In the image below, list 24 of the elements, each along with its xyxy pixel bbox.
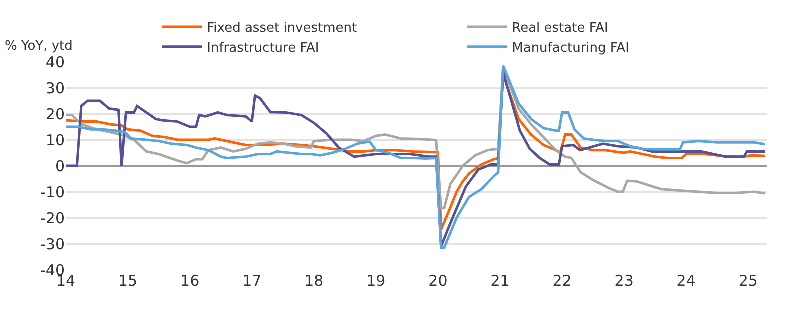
legend-label: Manufacturing FAI [512,40,630,56]
x-tick-label: 19 [366,272,386,290]
y-tick-label: 20 [46,105,65,124]
y-tick-label: -10 [40,183,65,202]
y-tick-label: -30 [40,235,65,254]
x-tick-label: 22 [552,272,572,290]
legend-label: Real estate FAI [512,21,608,36]
x-tick-label: 16 [180,272,200,290]
x-tick-label: 18 [304,272,324,290]
x-tick-label: 21 [490,272,510,290]
x-tick-label: 24 [676,272,696,290]
x-tick-label: 17 [242,272,262,290]
y-tick-label: 0 [55,157,65,176]
y-axis-title: % YoY, ytd [5,39,73,54]
y-tick-label: 30 [46,79,65,98]
y-tick-label: 10 [46,131,65,150]
y-tick-label: -20 [40,209,65,228]
x-tick-label: 25 [738,272,758,290]
x-tick-label: 15 [118,272,138,290]
legend-label: Infrastructure FAI [207,40,320,56]
y-tick-label: 40 [46,53,65,72]
legend-label: Fixed asset investment [207,21,358,36]
x-tick-label: 20 [428,272,448,290]
x-tick-label: 23 [614,272,634,290]
